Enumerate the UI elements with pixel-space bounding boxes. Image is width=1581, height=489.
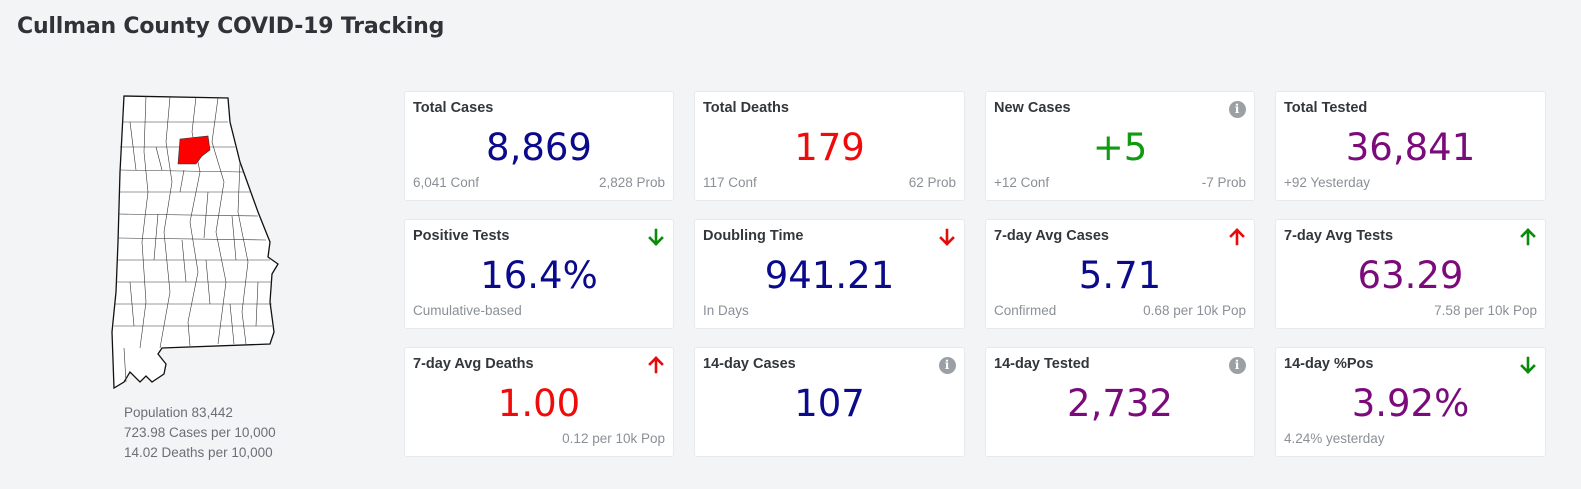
card-label: Doubling Time <box>703 228 804 244</box>
card-label: 7-day Avg Deaths <box>413 356 534 372</box>
card-value: 8,869 <box>486 126 592 169</box>
arrow-down-icon <box>647 228 665 246</box>
card-sub-left: 117 Conf <box>703 175 757 190</box>
card-label: Positive Tests <box>413 228 510 244</box>
alabama-county-map[interactable] <box>100 92 300 392</box>
arrow-down-icon <box>938 228 956 246</box>
card-14day-pct-pos: 14-day %Pos 3.92% 4.24% yesterday <box>1275 347 1546 457</box>
card-label: Total Tested <box>1284 100 1368 116</box>
card-value: 107 <box>794 382 865 425</box>
card-sub-left: 4.24% yesterday <box>1284 431 1385 446</box>
card-value: 941.21 <box>764 254 895 297</box>
card-sub-left: +92 Yesterday <box>1284 175 1370 190</box>
card-label: Total Deaths <box>703 100 789 116</box>
page-title: Cullman County COVID-19 Tracking <box>17 14 445 39</box>
arrow-up-icon <box>647 356 665 374</box>
card-value: 2,732 <box>1067 382 1173 425</box>
deaths-per-10k-text: 14.02 Deaths per 10,000 <box>124 445 273 460</box>
card-value: 1.00 <box>497 382 581 425</box>
card-doubling-time: Doubling Time 941.21 In Days <box>694 219 965 329</box>
card-label: Total Cases <box>413 100 494 116</box>
card-sub-right: -7 Prob <box>1201 175 1246 190</box>
population-text: Population 83,442 <box>124 405 233 420</box>
card-7day-avg-cases: 7-day Avg Cases 5.71 Confirmed 0.68 per … <box>985 219 1255 329</box>
cases-per-10k-text: 723.98 Cases per 10,000 <box>124 425 276 440</box>
card-total-cases: Total Cases 8,869 6,041 Conf 2,828 Prob <box>404 91 674 201</box>
card-value: 16.4% <box>480 254 598 297</box>
card-sub-left: Cumulative-based <box>413 303 522 318</box>
card-label: New Cases <box>994 100 1071 116</box>
card-value: 63.29 <box>1357 254 1464 297</box>
arrow-up-icon <box>1228 228 1246 246</box>
card-value: 5.71 <box>1078 254 1162 297</box>
card-value: 36,841 <box>1345 126 1476 169</box>
card-sub-right: 0.68 per 10k Pop <box>1143 303 1246 318</box>
card-value: 179 <box>794 126 865 169</box>
card-value: +5 <box>1092 126 1148 169</box>
card-sub-right: 62 Prob <box>908 175 956 190</box>
state-outline <box>111 95 279 390</box>
info-icon[interactable]: i <box>938 356 956 374</box>
card-14day-tested: 14-day Tested i 2,732 <box>985 347 1255 457</box>
card-7day-avg-deaths: 7-day Avg Deaths 1.00 0.12 per 10k Pop <box>404 347 674 457</box>
card-14day-cases: 14-day Cases i 107 <box>694 347 965 457</box>
card-new-cases: New Cases i +5 +12 Conf -7 Prob <box>985 91 1255 201</box>
info-icon[interactable]: i <box>1228 100 1246 118</box>
card-total-tested: Total Tested 36,841 +92 Yesterday <box>1275 91 1546 201</box>
card-sub-right: 2,828 Prob <box>598 175 665 190</box>
card-sub-right: 7.58 per 10k Pop <box>1434 303 1537 318</box>
card-label: 7-day Avg Cases <box>994 228 1109 244</box>
card-sub-left: 6,041 Conf <box>413 175 480 190</box>
card-positive-tests: Positive Tests 16.4% Cumulative-based <box>404 219 674 329</box>
card-sub-left: Confirmed <box>994 303 1057 318</box>
population-info: Population 83,442 723.98 Cases per 10,00… <box>124 403 276 463</box>
card-label: 14-day Tested <box>994 356 1090 372</box>
arrow-up-icon <box>1519 228 1537 246</box>
card-7day-avg-tests: 7-day Avg Tests 63.29 7.58 per 10k Pop <box>1275 219 1546 329</box>
card-value: 3.92% <box>1351 382 1470 425</box>
card-label: 7-day Avg Tests <box>1284 228 1394 244</box>
arrow-down-icon <box>1519 356 1537 374</box>
card-total-deaths: Total Deaths 179 117 Conf 62 Prob <box>694 91 965 201</box>
card-label: 14-day %Pos <box>1284 356 1374 372</box>
card-sub-right: 0.12 per 10k Pop <box>562 431 665 446</box>
stats-grid: Total Cases 8,869 6,041 Conf 2,828 Prob … <box>404 91 1546 457</box>
info-icon[interactable]: i <box>1228 356 1246 374</box>
cullman-county-highlight <box>177 135 211 165</box>
card-sub-left: +12 Conf <box>994 175 1050 190</box>
alabama-map-icon <box>111 95 279 390</box>
card-sub-left: In Days <box>703 303 749 318</box>
card-label: 14-day Cases <box>703 356 796 372</box>
